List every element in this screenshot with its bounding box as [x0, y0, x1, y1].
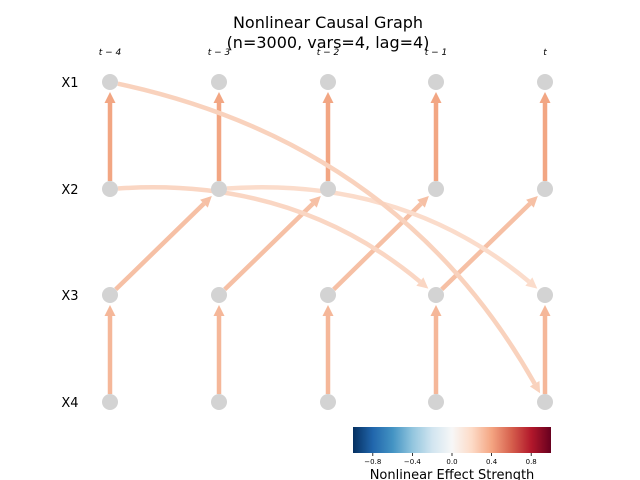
edge-x2-to-x3: [226, 185, 538, 289]
edge-x4-to-x3: [213, 305, 225, 394]
colorbar-tick-label: 0.0: [446, 458, 457, 466]
arrowhead: [322, 92, 334, 103]
edge-x1-to-x4: [117, 81, 541, 394]
colorbar-tick-label: 0.8: [526, 458, 537, 466]
edges-layer: [104, 81, 551, 394]
node-x4-t2: [320, 394, 336, 410]
node-x2-t4: [537, 181, 553, 197]
arrowhead: [322, 305, 334, 316]
colorbar: −0.8 −0.4 0.0 0.4 0.8 Nonlinear Effect Streng…: [353, 427, 551, 480]
row-label-x4: X4: [61, 396, 78, 411]
colorbar-tick-label: 0.4: [486, 458, 498, 466]
edge-x2-to-x3: [117, 185, 429, 289]
node-x1-t4: [537, 74, 553, 90]
arrowhead: [104, 305, 116, 316]
nodes-layer: [102, 74, 553, 410]
edge-x2-to-x1: [104, 92, 116, 181]
arrowhead: [213, 92, 225, 103]
row-label-x1: X1: [61, 76, 78, 91]
node-x2-t3: [428, 181, 444, 197]
arrowhead: [417, 196, 429, 208]
edge-line: [114, 202, 206, 292]
arrowhead: [526, 195, 538, 208]
arrowhead: [200, 195, 212, 208]
time-label: t − 1: [425, 48, 448, 58]
edge-x4-to-x3: [104, 305, 116, 394]
edge-x3-to-x2: [114, 195, 212, 292]
node-x3-t1: [211, 287, 227, 303]
title-line-2: (n=3000, vars=4, lag=4): [227, 33, 430, 52]
arrowhead: [539, 305, 551, 316]
colorbar-gradient: [353, 427, 551, 453]
colorbar-tick-label: −0.4: [404, 458, 422, 466]
edge-x2-to-x1: [430, 92, 442, 181]
node-x1-t3: [428, 74, 444, 90]
arrowhead: [416, 277, 429, 289]
arrowhead: [430, 305, 442, 316]
row-label-x2: X2: [61, 183, 78, 198]
arrowhead: [309, 195, 321, 208]
edge-x4-to-x3: [430, 305, 442, 394]
edge-line: [223, 202, 315, 292]
edge-line: [117, 185, 422, 284]
edge-line: [332, 202, 423, 292]
node-x3-t2: [320, 287, 336, 303]
node-x2-t2: [320, 181, 336, 197]
node-x1-t1: [211, 74, 227, 90]
edge-x2-to-x1: [213, 92, 225, 181]
colorbar-label: Nonlinear Effect Strength: [370, 468, 535, 480]
node-x4-t0: [102, 394, 118, 410]
node-x1-t2: [320, 74, 336, 90]
edge-x2-to-x1: [539, 92, 551, 181]
edge-line: [117, 81, 537, 385]
edge-line: [440, 202, 532, 292]
arrowhead: [525, 277, 538, 289]
time-label: t − 3: [208, 48, 231, 58]
node-x4-t1: [211, 394, 227, 410]
edge-x3-to-x2: [332, 196, 429, 292]
node-x2-t0: [102, 181, 118, 197]
edge-x3-to-x2: [223, 195, 321, 292]
node-x3-t0: [102, 287, 118, 303]
node-x1-t0: [102, 74, 118, 90]
title-line-1: Nonlinear Causal Graph: [233, 13, 423, 32]
node-x4-t4: [537, 394, 553, 410]
column-labels: t − 4 t − 3 t − 2 t − 1 t: [99, 48, 548, 58]
node-x3-t4: [537, 287, 553, 303]
arrowhead: [539, 92, 551, 103]
node-x4-t3: [428, 394, 444, 410]
edge-x4-to-x3: [322, 305, 334, 394]
time-label: t: [543, 48, 547, 58]
arrowhead: [430, 92, 442, 103]
time-label: t − 4: [99, 48, 122, 58]
edge-x4-to-x3: [539, 305, 551, 394]
node-x2-t1: [211, 181, 227, 197]
node-x3-t3: [428, 287, 444, 303]
arrowhead: [529, 381, 541, 394]
row-labels: X1 X2 X3 X4: [61, 76, 78, 411]
arrowhead: [104, 92, 116, 103]
edge-line: [226, 185, 531, 284]
time-label: t − 2: [317, 48, 340, 58]
arrowhead: [213, 305, 225, 316]
colorbar-tick-label: −0.8: [364, 458, 381, 466]
row-label-x3: X3: [61, 289, 78, 304]
